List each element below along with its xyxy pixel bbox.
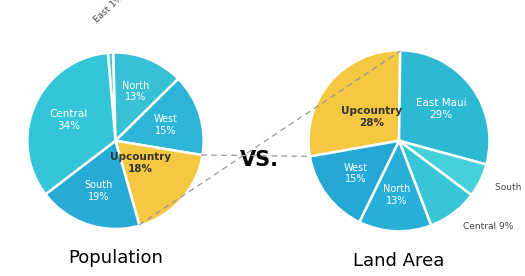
Text: North
13%: North 13% [122, 81, 149, 102]
Wedge shape [27, 53, 116, 194]
Text: West
15%: West 15% [154, 114, 178, 136]
Wedge shape [46, 141, 140, 229]
Text: East 1%: East 1% [92, 0, 125, 25]
Wedge shape [399, 50, 489, 164]
Text: South 6%: South 6% [495, 183, 525, 192]
Title: Population: Population [68, 249, 163, 267]
Wedge shape [359, 141, 431, 231]
Text: Central
34%: Central 34% [49, 109, 88, 131]
Text: Central 9%: Central 9% [463, 222, 513, 230]
Text: VS.: VS. [240, 150, 279, 170]
Wedge shape [108, 53, 116, 141]
Title: Land Area: Land Area [353, 253, 445, 270]
Text: East Maui
29%: East Maui 29% [416, 98, 466, 120]
Wedge shape [399, 141, 471, 225]
Wedge shape [399, 141, 486, 195]
Text: West
15%: West 15% [344, 163, 367, 184]
Text: South
19%: South 19% [85, 180, 113, 202]
Wedge shape [309, 50, 400, 156]
Wedge shape [113, 52, 178, 141]
Wedge shape [116, 79, 204, 155]
Text: North
13%: North 13% [383, 184, 410, 206]
Text: Upcountry
18%: Upcountry 18% [110, 152, 171, 174]
Wedge shape [116, 141, 203, 225]
Wedge shape [310, 141, 399, 222]
Text: Upcountry
28%: Upcountry 28% [341, 107, 402, 128]
